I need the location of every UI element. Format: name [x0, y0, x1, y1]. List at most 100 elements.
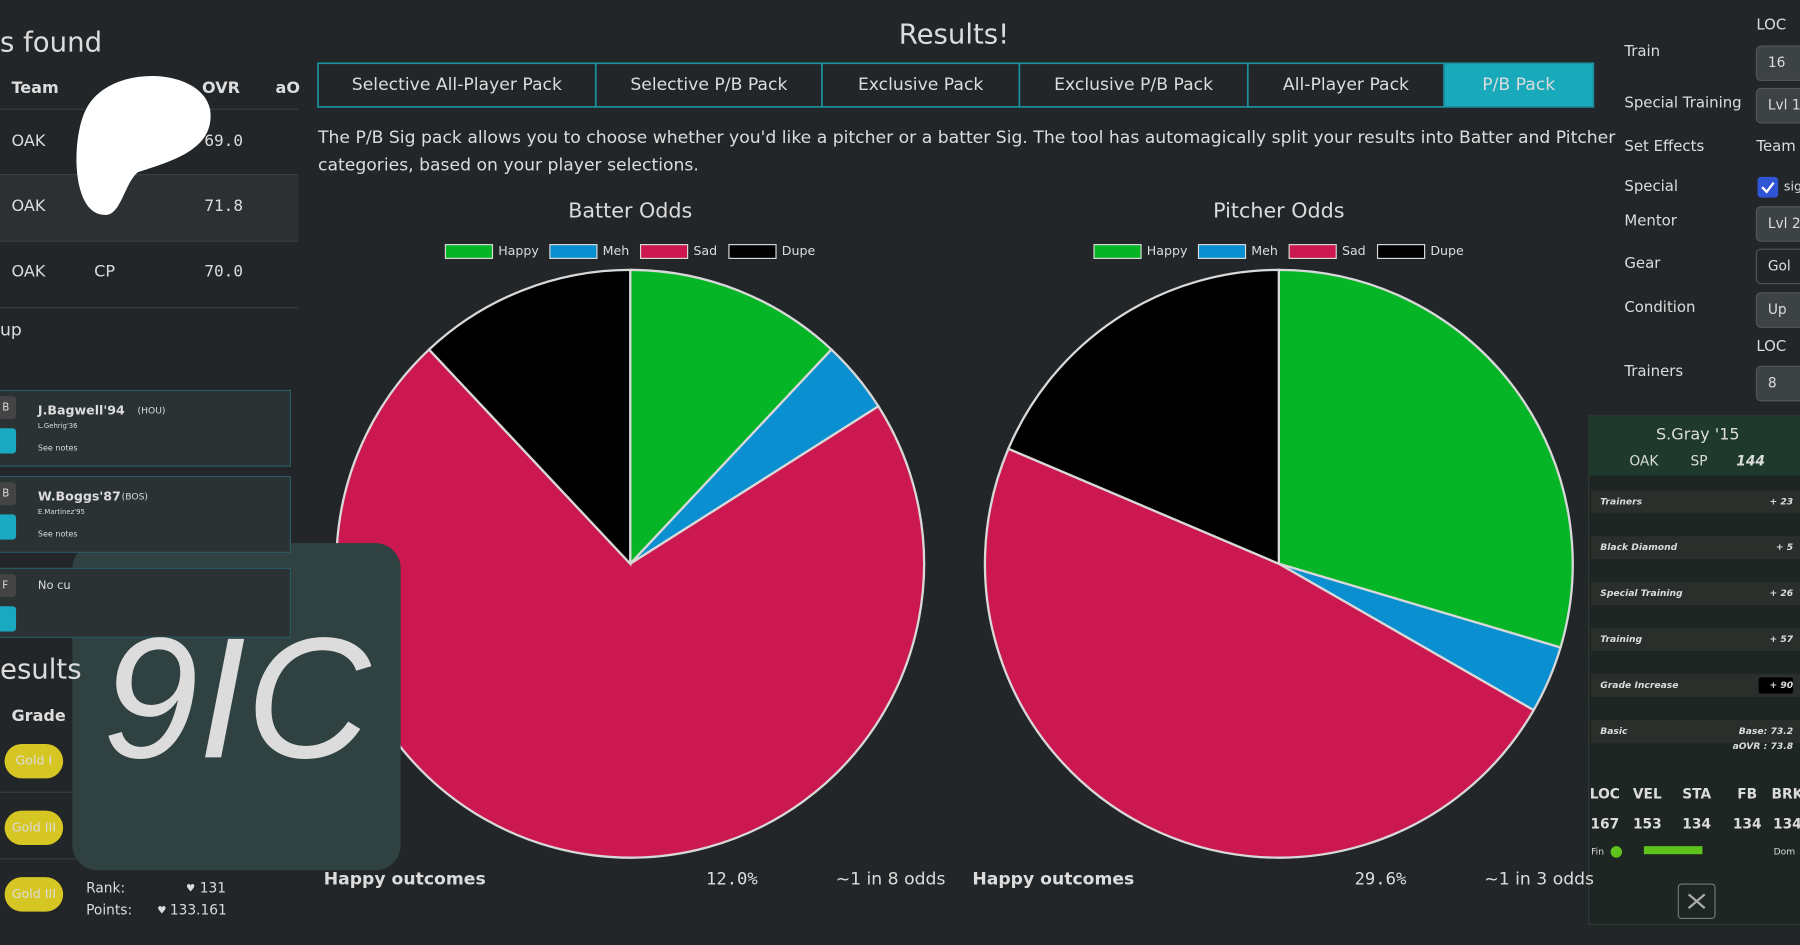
player-name: W.Boggs'87: [38, 489, 121, 504]
sub-player: L.Gehrig'36: [38, 422, 78, 430]
legend-label: Dupe: [782, 243, 816, 258]
field-label: Trainers: [1623, 362, 1683, 380]
legend-swatch: [639, 244, 689, 259]
progress-bar: [1643, 846, 1703, 855]
column-header: OVR: [202, 78, 241, 97]
pie-slice: [983, 447, 1536, 859]
dom-label: Dom: [1774, 846, 1796, 857]
field-label: Special: [1624, 177, 1678, 195]
field-label: Train: [1623, 42, 1660, 60]
summary-odds: ~1 in 8 odds: [836, 869, 946, 889]
legend-label: Dupe: [1430, 243, 1464, 258]
pie-slice: [335, 347, 926, 859]
position: CP: [94, 262, 115, 281]
tab-label: Selective P/B Pack: [630, 75, 787, 95]
column-header: aO: [276, 78, 300, 97]
stat-value: 134: [1682, 816, 1711, 832]
tab-label: Selective All-Player Pack: [352, 75, 562, 95]
bonus-value: + 90: [1769, 680, 1793, 691]
rank: 131: [200, 881, 226, 897]
position: F: [2, 580, 8, 592]
bonus-label: Trainers: [1600, 496, 1642, 507]
ovr: 70.0: [204, 262, 243, 281]
field-label: Set Effects: [1624, 137, 1704, 155]
card-team: OAK: [1629, 454, 1659, 470]
row-highlight: [0, 174, 299, 242]
badge: [0, 428, 17, 454]
input[interactable]: [1755, 206, 1800, 242]
player-name: No cu: [38, 578, 71, 592]
team: OAK: [11, 131, 45, 150]
input[interactable]: [1755, 45, 1800, 82]
heart: ♥: [186, 883, 195, 895]
card-name: S.Gray '15: [1656, 425, 1740, 444]
position-badge: [0, 482, 17, 506]
field-value: Lvl 1: [1768, 98, 1800, 114]
field-value: Team: [1755, 137, 1795, 155]
lineup-card: [0, 567, 292, 638]
legend-swatch: [728, 244, 777, 259]
stat-name: LOC: [1590, 787, 1620, 803]
grade-pill: [4, 743, 64, 779]
field-value: 8: [1768, 376, 1777, 392]
bonus-label: Special Training: [1600, 588, 1683, 599]
bonus-value: + 5: [1776, 542, 1793, 553]
bonus-label: Training: [1600, 634, 1642, 645]
tab[interactable]: [594, 62, 823, 108]
position: B: [2, 402, 9, 414]
bonus-badge: [1758, 677, 1794, 694]
ovr: 71.8: [204, 196, 243, 215]
summary-label: Happy outcomes: [324, 869, 486, 889]
field-label: Condition: [1624, 298, 1695, 316]
legend-label: Happy: [1147, 243, 1188, 258]
input[interactable]: [1755, 365, 1800, 402]
note-link: See notes: [38, 443, 78, 452]
legend-swatch: [1376, 244, 1426, 259]
tab[interactable]: [1443, 62, 1595, 108]
bonus-row: [1591, 628, 1800, 652]
card-position: SP: [1690, 454, 1707, 470]
tab[interactable]: [1018, 62, 1249, 108]
badge: [0, 606, 17, 632]
tab-label: Exclusive P/B Pack: [1054, 75, 1213, 95]
tab-label: P/B Pack: [1482, 75, 1555, 95]
input[interactable]: [1755, 248, 1800, 285]
tool-button[interactable]: [1677, 883, 1716, 920]
bonus-value: + 26: [1769, 588, 1793, 599]
legend-label: Happy: [498, 243, 539, 258]
chart-title: Batter Odds: [568, 198, 692, 222]
bonus-row: [1591, 582, 1800, 606]
legend-swatch: [1093, 244, 1142, 259]
title: Results!: [899, 19, 1010, 51]
tab[interactable]: [317, 62, 597, 108]
checkbox[interactable]: [1757, 176, 1779, 198]
tab-label: All-Player Pack: [1283, 75, 1409, 95]
section-heading: up: [0, 321, 22, 341]
heading: esults: [0, 654, 82, 686]
stat-value: 153: [1633, 816, 1662, 832]
lineup-card: [0, 475, 292, 553]
column-header: Grade: [11, 706, 65, 725]
column-header: LOC: [1756, 15, 1786, 33]
legend-swatch: [444, 244, 494, 259]
summary-label: Happy outcomes: [972, 869, 1134, 889]
summary-value: 12.0%: [706, 869, 758, 889]
bonus-label: Grade Increase: [1600, 680, 1678, 691]
tab[interactable]: [1246, 62, 1445, 108]
summary-odds: ~1 in 3 odds: [1484, 869, 1594, 889]
input[interactable]: [1755, 292, 1800, 328]
tab[interactable]: [821, 62, 1021, 108]
field-value: sig: [1784, 179, 1800, 194]
description: categories, based on your player selecti…: [318, 155, 699, 175]
column-header: Team: [11, 78, 58, 97]
field-value: 16: [1768, 55, 1786, 71]
input[interactable]: [1755, 87, 1800, 124]
heart: ♥: [157, 904, 166, 916]
grade-pill: [4, 810, 64, 846]
overlay-blob: [76, 76, 211, 216]
field-label: Special Training: [1624, 93, 1741, 111]
points: 133.161: [170, 902, 227, 918]
stat-name: VEL: [1633, 787, 1662, 803]
